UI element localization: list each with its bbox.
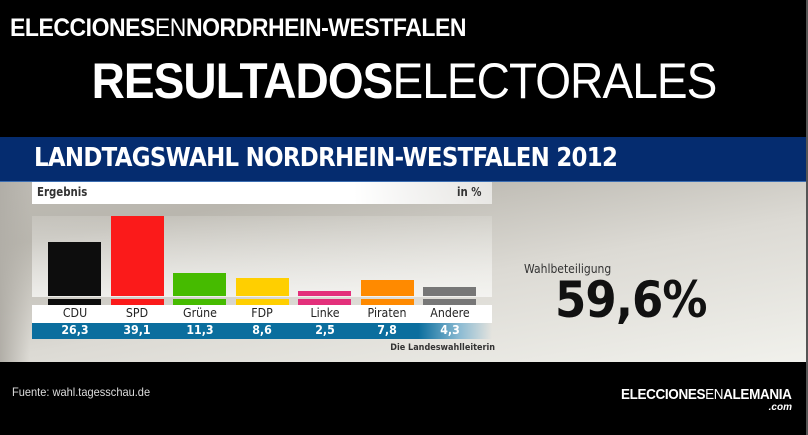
bar-segment xyxy=(48,242,101,296)
party-label: Andere xyxy=(429,306,470,320)
logo-part-2: EN xyxy=(705,386,724,403)
site-logo: ELECCIONESENALEMANIA xyxy=(621,386,792,403)
bar-foot xyxy=(173,299,226,305)
party-label: Piraten xyxy=(367,306,407,320)
values-row: 26,3 39,1 11,3 8,6 2,5 7,8 4,3 xyxy=(32,323,492,339)
party-value: 7,8 xyxy=(377,323,397,337)
bar-foot xyxy=(110,299,164,305)
chart-subtitle: Ergebnis xyxy=(37,185,88,199)
bar-spd xyxy=(110,210,164,305)
bar-chart xyxy=(32,210,492,305)
chart-title: LANDTAGSWAHL NORDRHEIN-WESTFALEN 2012 xyxy=(34,143,618,173)
turnout-value: 59,6% xyxy=(555,271,708,329)
bar-cdu xyxy=(48,210,101,305)
chart-header-bar xyxy=(32,182,492,204)
bar-segment xyxy=(423,287,476,296)
party-value: 39,1 xyxy=(123,323,151,337)
subtitle-part-3: NORDRHEIN-WESTFALEN xyxy=(185,14,467,42)
logo-part-1: ELECCIONES xyxy=(621,386,706,403)
party-label: FDP xyxy=(251,306,273,320)
bar-foot xyxy=(360,299,414,305)
chart-source: Die Landeswahlleiterin xyxy=(390,343,495,353)
bar-fdp xyxy=(235,210,289,305)
subtitle-heading: ELECCIONESENNORDRHEIN-WESTFALEN xyxy=(10,14,466,43)
party-value: 8,6 xyxy=(252,323,272,337)
party-labels-row: CDU SPD Grüne FDP Linke Piraten Andere xyxy=(32,305,492,323)
party-value: 26,3 xyxy=(60,323,89,337)
party-label: CDU xyxy=(62,306,87,320)
main-heading-thin: ELECTORALES xyxy=(392,53,717,109)
bar-grüne xyxy=(173,210,226,305)
bar-segment xyxy=(360,280,414,296)
bar-piraten xyxy=(360,210,414,305)
party-label: Grüne xyxy=(182,306,217,320)
party-value: 11,3 xyxy=(185,323,214,337)
main-heading-bold: RESULTADOS xyxy=(91,53,394,109)
subtitle-part-1: ELECCIONES xyxy=(10,14,155,42)
bar-foot xyxy=(423,299,476,305)
bar-foot xyxy=(298,299,351,305)
bar-segment xyxy=(173,272,226,296)
chart-title-banner: LANDTAGSWAHL NORDRHEIN-WESTFALEN 2012 xyxy=(0,137,806,182)
turnout-label: Wahlbeteiligung xyxy=(524,262,612,276)
logo-part-3: ALEMANIA xyxy=(723,386,793,403)
chart-unit: in % xyxy=(457,185,482,199)
main-heading: RESULTADOSELECTORALES xyxy=(32,52,775,110)
logo-domain: .com xyxy=(768,402,792,413)
bar-linke xyxy=(298,210,351,305)
chart-panel: Ergebnis in % CDU SPD Grüne FDP Linke Piraten… xyxy=(0,182,806,362)
bar-segment xyxy=(235,278,289,296)
footer-source: Fuente: wahl.tagesschau.de xyxy=(12,385,151,399)
subtitle-part-2: EN xyxy=(154,14,186,42)
bar-andere xyxy=(423,210,476,305)
party-label: SPD xyxy=(125,306,149,320)
party-label: Linke xyxy=(309,306,340,320)
bar-segment xyxy=(110,215,164,296)
party-value: 4,3 xyxy=(439,323,460,337)
panel-shade xyxy=(0,182,30,362)
party-value: 2,5 xyxy=(314,323,335,337)
bar-foot xyxy=(48,299,101,305)
bar-foot xyxy=(235,299,289,305)
bar-segment xyxy=(298,290,351,296)
